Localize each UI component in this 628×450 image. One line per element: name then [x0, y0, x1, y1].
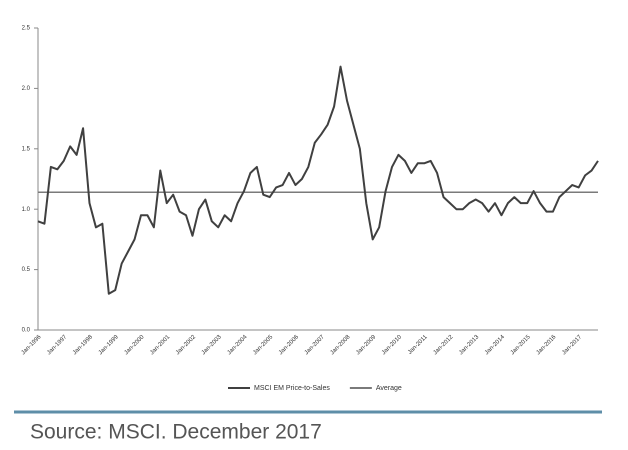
x-tick-label: Jan-2009 [355, 334, 377, 356]
legend-label: MSCI EM Price-to-Sales [254, 385, 330, 392]
x-tick-label: Jan-2013 [458, 334, 480, 356]
x-tick-label: Jan-2007 [304, 334, 326, 356]
x-tick-label: Jan-2016 [536, 334, 558, 356]
series-line [37, 65, 599, 295]
x-tick-label: Jan-1996 [21, 334, 43, 356]
source: Source: MSCI. December 2017 [30, 421, 322, 444]
legend-label: Average [376, 385, 402, 392]
x-tick-label: Jan-2002 [175, 334, 197, 356]
x-tick-label: Jan-2012 [433, 334, 455, 356]
x-tick-label: Jan-2011 [407, 334, 429, 356]
x-tick-label: Jan-2003 [201, 334, 223, 356]
x-tick-label: Jan-2001 [149, 334, 171, 356]
x-tick-label: Jan-2000 [124, 334, 146, 356]
y-tick-label: 0.0 [22, 328, 31, 334]
y-tick-label: 2.0 [22, 86, 31, 92]
x-tick-label: Jan-2014 [484, 334, 506, 356]
x-tick-label: Jan-1999 [98, 334, 120, 356]
x-tick-label: Jan-2010 [381, 334, 403, 356]
x-tick-label: Jan-2015 [510, 334, 532, 356]
x-tick-label: Jan-2017 [561, 334, 583, 356]
x-tick-label: Jan-2008 [330, 334, 352, 356]
x-tick-label: Jan-1998 [72, 334, 94, 356]
y-tick-label: 2.5 [22, 26, 31, 32]
y-tick-label: 1.0 [22, 207, 31, 213]
x-tick-label: Jan-1997 [46, 334, 68, 356]
x-tick-label: Jan-2006 [278, 334, 300, 356]
x-tick-label: Jan-2004 [227, 334, 249, 356]
y-tick-label: 1.5 [22, 146, 31, 152]
x-tick-label: Jan-2005 [252, 334, 274, 356]
y-tick-label: 0.5 [22, 267, 31, 273]
